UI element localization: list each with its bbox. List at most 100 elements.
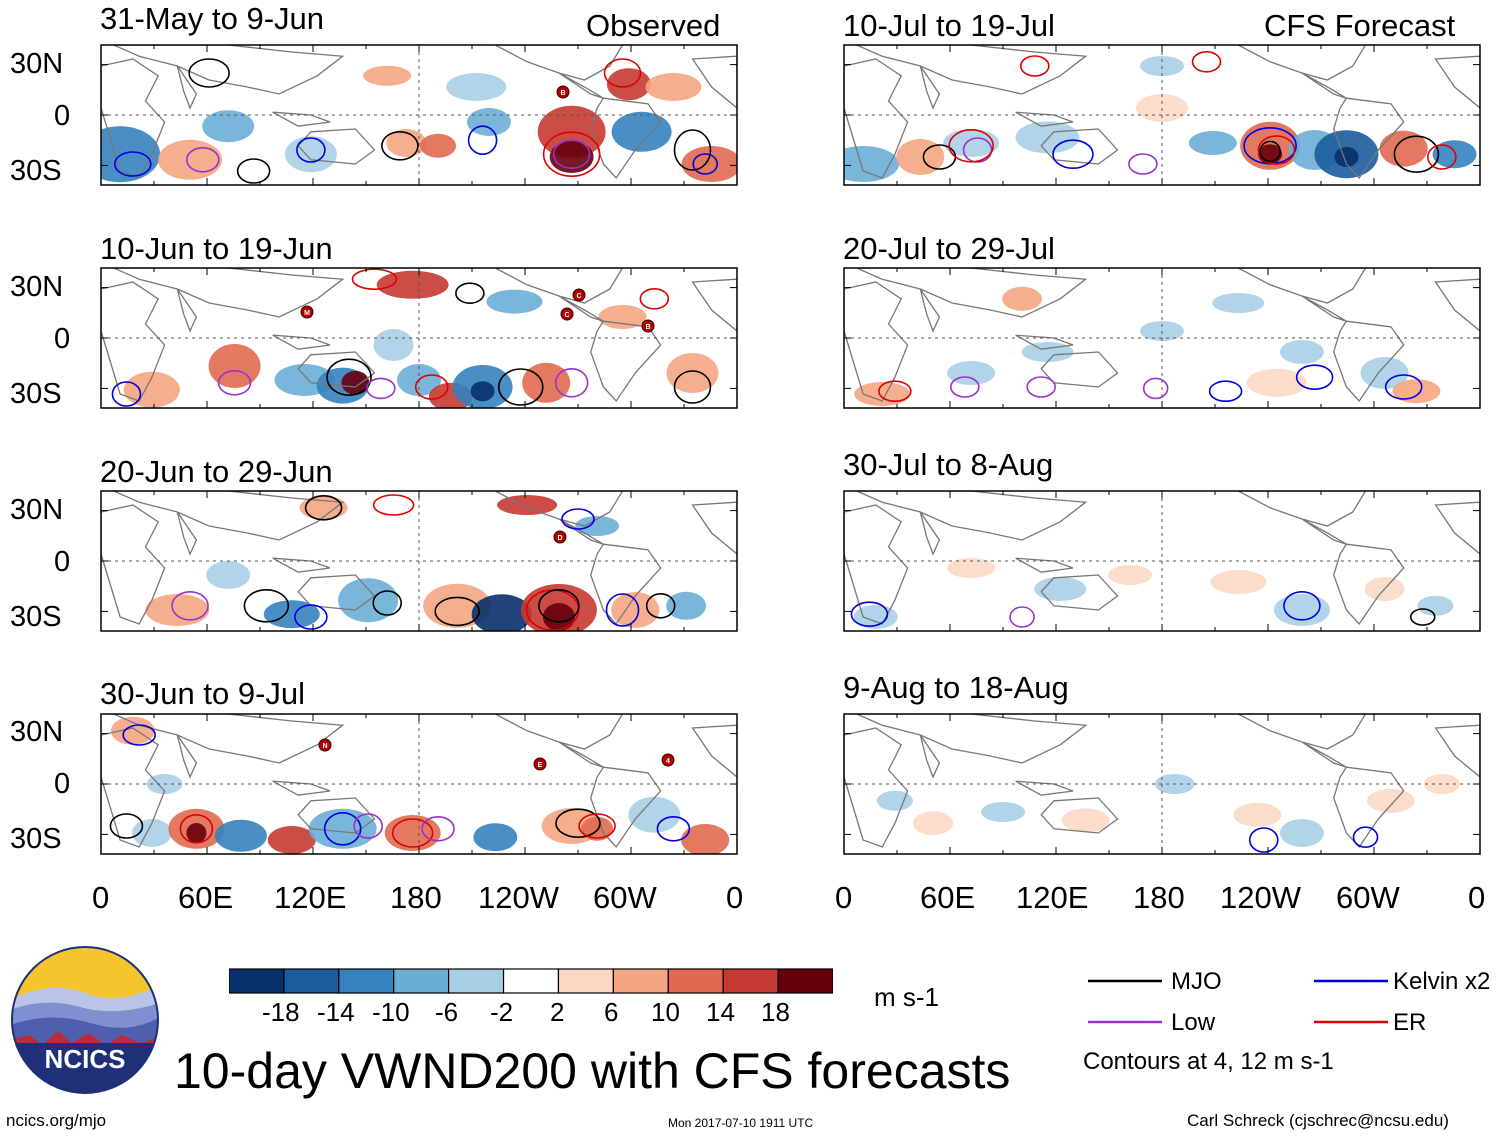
anomaly-blob <box>913 811 954 836</box>
lon-label: 120W <box>478 880 559 915</box>
anomaly-blob <box>263 600 320 629</box>
storm-letter: M <box>304 310 310 317</box>
contour <box>1248 827 1279 853</box>
contour <box>542 131 601 177</box>
coastline <box>176 65 198 110</box>
coastline <box>494 45 624 81</box>
anomaly-blob <box>666 591 707 620</box>
coastline <box>1040 351 1119 388</box>
anomaly-blob <box>267 826 316 854</box>
anomaly-blob <box>1392 379 1441 404</box>
anomaly-blob <box>1417 595 1454 616</box>
contour <box>1191 50 1222 73</box>
contour <box>243 588 290 623</box>
anomaly-blob <box>943 129 1000 157</box>
map-panel: D <box>100 490 738 632</box>
coastline <box>1237 491 1367 527</box>
lon-label: 60W <box>1336 880 1400 915</box>
coastline <box>1333 320 1405 403</box>
coastline <box>1333 97 1405 180</box>
panel-title-obs-1: 31-May to 9-Jun <box>100 1 324 36</box>
contour <box>1020 55 1050 77</box>
contour <box>366 377 396 400</box>
lon-label: 0 <box>92 880 110 915</box>
anomaly-blob <box>1273 594 1330 626</box>
map-panel: M C C B <box>100 267 738 409</box>
contour <box>1052 139 1094 169</box>
contour-note: Contours at 4, 12 m s-1 <box>1083 1048 1334 1075</box>
contour <box>850 601 889 628</box>
anomaly-blob <box>606 68 651 101</box>
coastline <box>113 268 345 318</box>
map-panel <box>843 713 1481 855</box>
colorbar-tick: -10 <box>372 997 410 1027</box>
coastline <box>113 45 345 95</box>
anomaly-blob <box>645 73 702 101</box>
colorbar-swatch <box>338 968 395 994</box>
colorbar-swatch <box>777 968 833 994</box>
anomaly-blob <box>981 802 1025 822</box>
anomaly-blob <box>473 823 518 852</box>
anomaly-blob <box>522 362 571 403</box>
anomaly-blob <box>611 111 672 152</box>
coastline <box>1040 128 1119 165</box>
contour <box>323 811 362 846</box>
lat-label: 30S <box>10 155 62 187</box>
anomaly-blob <box>1279 819 1324 847</box>
coastline <box>919 734 941 779</box>
contour <box>217 369 252 396</box>
coastline <box>590 320 662 403</box>
contour <box>1352 826 1379 849</box>
lat-label: 30N <box>10 716 64 748</box>
lon-label: 0 <box>1468 880 1486 915</box>
contour <box>561 508 595 530</box>
coastline <box>1237 268 1367 304</box>
coastline <box>691 278 737 332</box>
coastline <box>691 55 737 109</box>
lon-label: 60E <box>920 880 976 915</box>
storm-marker: D <box>553 530 567 544</box>
coastline <box>1434 724 1480 778</box>
contour <box>656 815 691 842</box>
anomaly-blob <box>308 808 377 849</box>
coastline <box>919 511 941 556</box>
lat-label: 30N <box>10 48 64 80</box>
storm-letter: D <box>557 535 562 542</box>
lon-label: 120W <box>1220 880 1301 915</box>
colorbar-tick: -2 <box>490 997 514 1027</box>
coastline <box>1040 574 1119 611</box>
coastline <box>297 574 376 611</box>
contour <box>1026 376 1056 398</box>
anomaly-blob <box>844 146 900 182</box>
colorbar-tick: -14 <box>317 997 355 1027</box>
anomaly-blob <box>896 139 945 175</box>
contour <box>381 131 419 161</box>
coastline <box>101 281 166 402</box>
colorbar-swatch <box>393 968 450 994</box>
anomaly-blob <box>466 108 511 136</box>
contour <box>467 125 498 155</box>
anomaly-blob <box>1210 570 1267 594</box>
storm-letter: N <box>322 743 327 750</box>
footer-url[interactable]: ncics.org/mjo <box>6 1111 107 1130</box>
lon-label: 0 <box>726 880 744 915</box>
coastline <box>297 797 376 834</box>
anomaly-blob <box>876 790 913 811</box>
colorbar-tick: 2 <box>550 997 565 1027</box>
contour <box>421 815 455 842</box>
contour <box>578 813 616 839</box>
legend-label-low: Low <box>1171 1009 1216 1036</box>
contour <box>188 58 230 88</box>
storm-marker: N <box>318 738 332 752</box>
contour <box>351 268 398 291</box>
storm-letter: 4 <box>666 758 670 765</box>
map-panel <box>843 44 1481 186</box>
coastline <box>272 111 331 127</box>
panel-title-fcst-2: 20-Jul to 29-Jul <box>843 231 1055 266</box>
coastline <box>1333 543 1405 626</box>
panel-title-obs-2: 10-Jun to 19-Jun <box>100 231 333 266</box>
coastline <box>176 288 198 333</box>
anomaly-blob <box>1021 342 1074 362</box>
coastline <box>272 557 331 573</box>
anomaly-blob <box>1379 130 1428 167</box>
